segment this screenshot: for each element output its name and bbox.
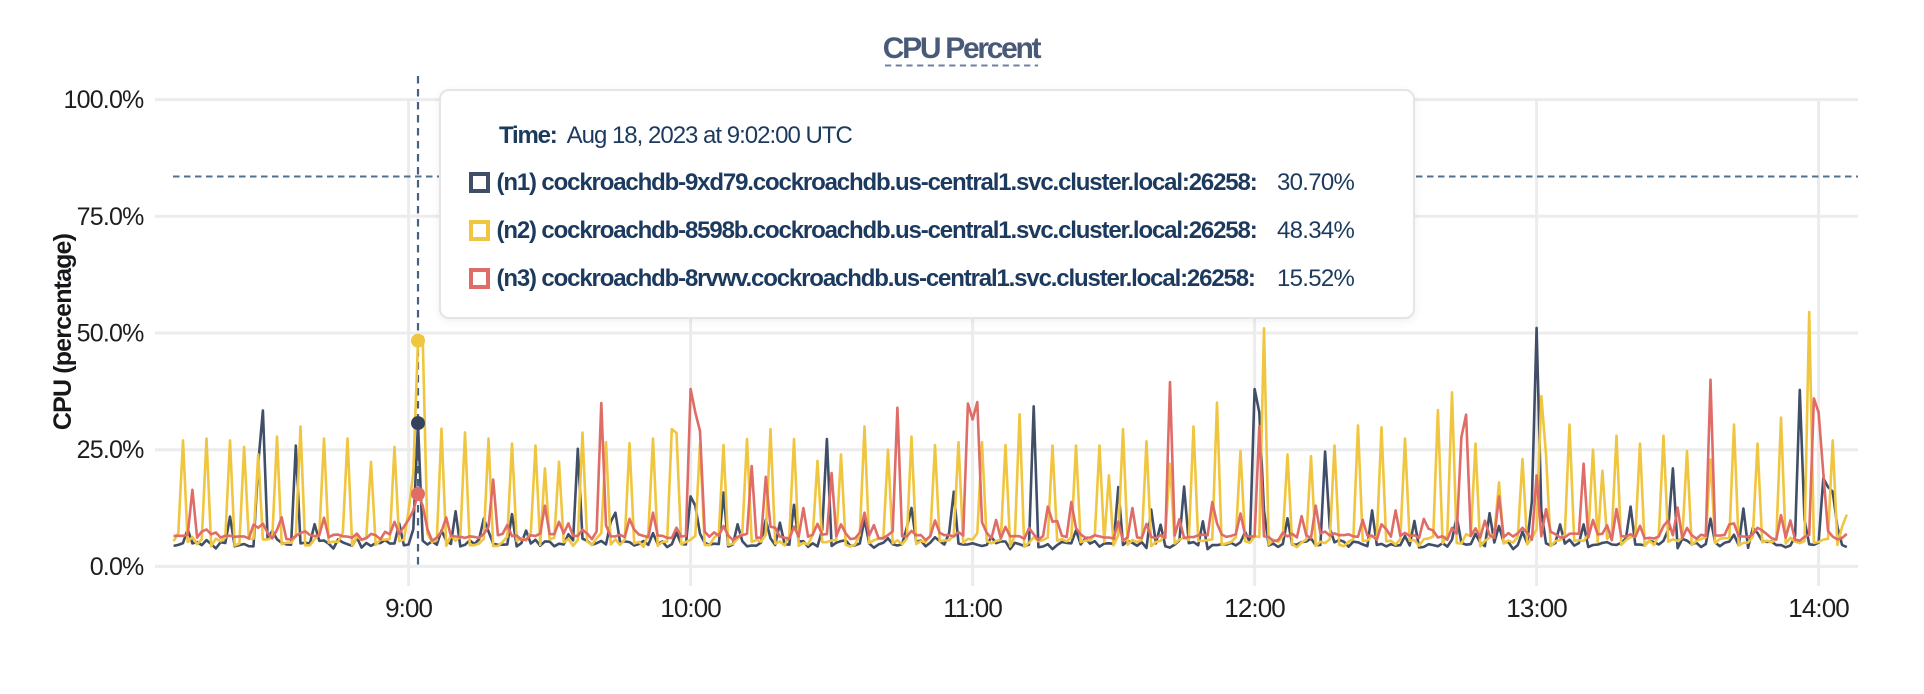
svg-text:25.0%: 25.0%: [77, 436, 144, 464]
svg-text:14:00: 14:00: [1788, 593, 1849, 623]
svg-text:CPU (percentage): CPU (percentage): [49, 233, 77, 430]
svg-text:50.0%: 50.0%: [77, 320, 144, 348]
svg-text:100.0%: 100.0%: [64, 86, 145, 114]
svg-text:75.0%: 75.0%: [77, 203, 144, 231]
svg-text:10:00: 10:00: [660, 593, 721, 623]
svg-text:0.0%: 0.0%: [90, 553, 144, 581]
svg-text:11:00: 11:00: [943, 593, 1002, 623]
svg-text:12:00: 12:00: [1224, 593, 1285, 623]
svg-text:9:00: 9:00: [385, 593, 432, 623]
svg-text:13:00: 13:00: [1506, 593, 1567, 623]
svg-text:CPU Percent: CPU Percent: [883, 32, 1042, 65]
